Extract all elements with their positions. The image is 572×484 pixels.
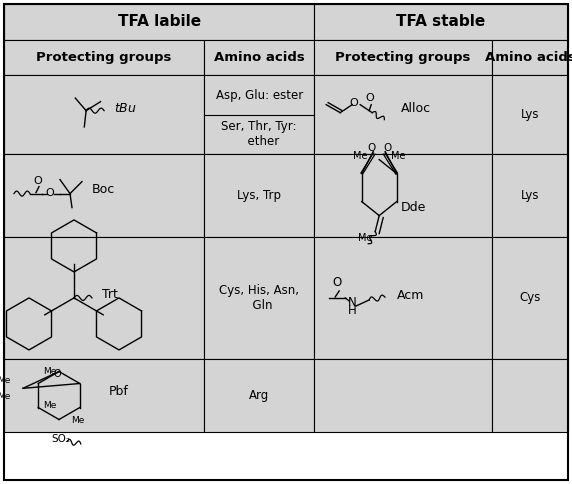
- Bar: [492, 237, 568, 359]
- Bar: [314, 4, 568, 40]
- Text: Arg: Arg: [249, 389, 269, 402]
- Text: Trt: Trt: [102, 288, 118, 302]
- Bar: [4, 4, 314, 40]
- Bar: [314, 237, 492, 359]
- Text: Alloc: Alloc: [401, 102, 431, 115]
- Text: O: O: [366, 92, 375, 103]
- Bar: [492, 154, 568, 237]
- Bar: [204, 359, 314, 432]
- Text: Protecting groups: Protecting groups: [37, 51, 172, 64]
- Text: Me: Me: [0, 376, 11, 385]
- Text: SO₂: SO₂: [51, 434, 70, 443]
- Text: Lys: Lys: [521, 108, 539, 121]
- Text: Me: Me: [71, 415, 85, 424]
- Text: O: O: [350, 98, 359, 107]
- Text: Me: Me: [0, 392, 11, 401]
- Bar: [314, 76, 492, 154]
- Bar: [492, 76, 568, 154]
- Text: Me: Me: [43, 366, 57, 376]
- Text: Me: Me: [353, 151, 367, 161]
- Text: Dde: Dde: [401, 201, 427, 214]
- Bar: [204, 237, 314, 359]
- Bar: [4, 154, 204, 237]
- Text: Me: Me: [358, 233, 372, 242]
- Text: Asp, Glu: ester: Asp, Glu: ester: [216, 89, 303, 102]
- Bar: [492, 40, 568, 76]
- Bar: [204, 154, 314, 237]
- Bar: [4, 359, 204, 432]
- Bar: [314, 359, 492, 432]
- Text: Ser, Thr, Tyr:
  ether: Ser, Thr, Tyr: ether: [221, 121, 297, 148]
- Text: Amino acids: Amino acids: [484, 51, 572, 64]
- Text: Cys: Cys: [519, 291, 541, 304]
- Bar: [204, 76, 314, 154]
- Text: Lys, Trp: Lys, Trp: [237, 189, 281, 202]
- Text: O: O: [367, 143, 375, 152]
- Text: $t$Bu: $t$Bu: [114, 102, 137, 115]
- Text: O: O: [332, 276, 342, 289]
- Text: Cys, His, Asn,
  Gln: Cys, His, Asn, Gln: [219, 284, 299, 312]
- Text: Boc: Boc: [92, 183, 115, 196]
- Text: O: O: [54, 368, 61, 378]
- Text: O: O: [46, 188, 54, 197]
- Bar: [4, 76, 204, 154]
- Text: Protecting groups: Protecting groups: [335, 51, 471, 64]
- Text: Me: Me: [43, 401, 57, 410]
- Bar: [314, 40, 492, 76]
- Bar: [4, 40, 204, 76]
- Text: O: O: [34, 176, 42, 185]
- Text: Me: Me: [391, 151, 406, 161]
- Text: H: H: [348, 304, 356, 318]
- Bar: [204, 40, 314, 76]
- Text: Pbf: Pbf: [109, 385, 129, 398]
- Bar: [492, 359, 568, 432]
- Text: O: O: [383, 143, 391, 152]
- Text: Acm: Acm: [397, 289, 424, 302]
- Text: TFA stable: TFA stable: [396, 15, 486, 30]
- Bar: [4, 237, 204, 359]
- Text: Amino acids: Amino acids: [214, 51, 304, 64]
- Bar: [314, 154, 492, 237]
- Text: Lys: Lys: [521, 189, 539, 202]
- Text: TFA labile: TFA labile: [117, 15, 201, 30]
- Text: N: N: [348, 296, 356, 309]
